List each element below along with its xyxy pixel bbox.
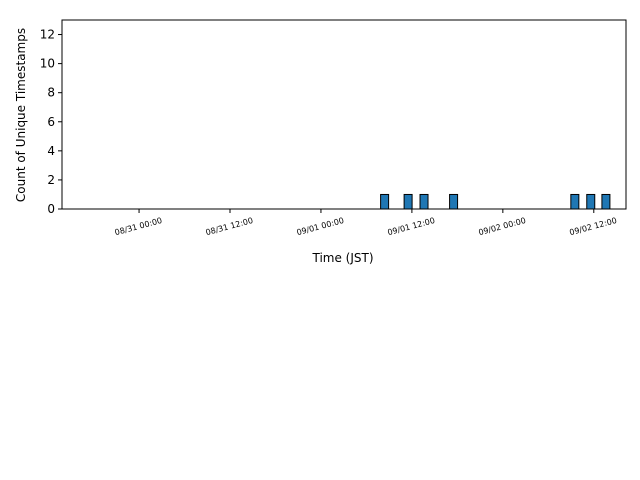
bar [601, 193, 611, 210]
y-tick-label: 8 [47, 86, 55, 100]
y-tick-label: 0 [47, 202, 55, 216]
bar [380, 193, 390, 210]
plot-frame [61, 19, 627, 210]
y-tick-label: 10 [40, 57, 55, 71]
bar [449, 193, 459, 210]
bar [586, 193, 596, 210]
y-tick-label: 2 [47, 173, 55, 187]
bar [570, 193, 580, 210]
y-tick-label: 4 [47, 144, 55, 158]
y-tick-label: 6 [47, 115, 55, 129]
y-tick-label: 12 [40, 28, 55, 42]
bar [403, 193, 413, 210]
y-axis-label: Count of Unique Timestamps [14, 28, 28, 202]
bar [419, 193, 429, 210]
x-axis-label: Time (JST) [311, 251, 373, 265]
